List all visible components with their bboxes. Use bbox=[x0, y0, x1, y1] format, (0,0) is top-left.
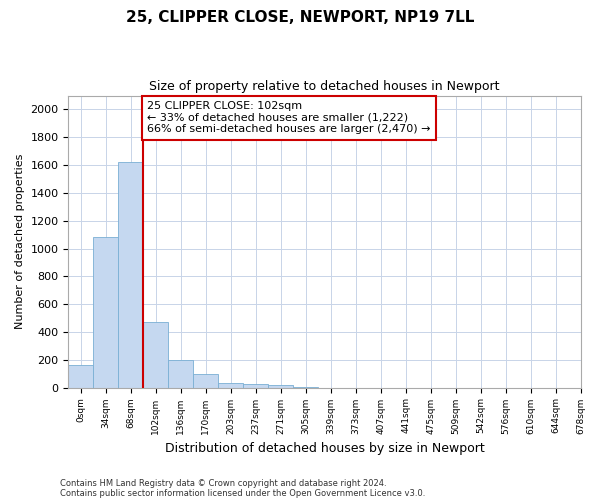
Bar bbox=[218, 382, 243, 388]
X-axis label: Distribution of detached houses by size in Newport: Distribution of detached houses by size … bbox=[164, 442, 484, 455]
Bar bbox=[293, 387, 318, 388]
Bar bbox=[169, 360, 193, 388]
Bar bbox=[68, 366, 94, 388]
Text: Contains public sector information licensed under the Open Government Licence v3: Contains public sector information licen… bbox=[60, 488, 425, 498]
Bar bbox=[94, 238, 118, 388]
Bar bbox=[268, 386, 293, 388]
Bar bbox=[118, 162, 143, 388]
Bar bbox=[243, 384, 268, 388]
Y-axis label: Number of detached properties: Number of detached properties bbox=[15, 154, 25, 329]
Bar bbox=[143, 322, 169, 388]
Text: Contains HM Land Registry data © Crown copyright and database right 2024.: Contains HM Land Registry data © Crown c… bbox=[60, 478, 386, 488]
Text: 25, CLIPPER CLOSE, NEWPORT, NP19 7LL: 25, CLIPPER CLOSE, NEWPORT, NP19 7LL bbox=[126, 10, 474, 25]
Text: 25 CLIPPER CLOSE: 102sqm
← 33% of detached houses are smaller (1,222)
66% of sem: 25 CLIPPER CLOSE: 102sqm ← 33% of detach… bbox=[147, 101, 431, 134]
Bar bbox=[193, 374, 218, 388]
Title: Size of property relative to detached houses in Newport: Size of property relative to detached ho… bbox=[149, 80, 500, 93]
